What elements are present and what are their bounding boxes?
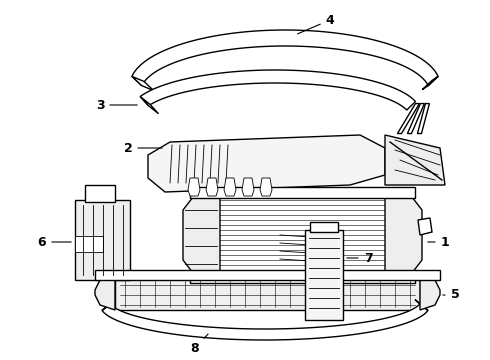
Polygon shape (417, 104, 429, 134)
Polygon shape (420, 275, 440, 310)
Polygon shape (418, 218, 432, 235)
Polygon shape (102, 300, 115, 310)
Polygon shape (75, 200, 130, 280)
Polygon shape (132, 30, 438, 86)
Text: 3: 3 (96, 99, 137, 112)
Polygon shape (95, 270, 440, 280)
Polygon shape (206, 178, 218, 196)
Text: 6: 6 (38, 235, 71, 248)
Polygon shape (115, 275, 420, 310)
Text: 2: 2 (123, 141, 162, 154)
Polygon shape (188, 178, 200, 196)
Polygon shape (190, 187, 415, 198)
Text: 1: 1 (428, 235, 449, 248)
Text: 4: 4 (297, 14, 334, 34)
Polygon shape (224, 178, 236, 196)
Polygon shape (310, 222, 338, 232)
Polygon shape (408, 104, 424, 134)
Polygon shape (183, 197, 220, 273)
Text: 7: 7 (347, 252, 372, 265)
Polygon shape (195, 195, 410, 275)
Polygon shape (260, 178, 272, 196)
Polygon shape (148, 135, 385, 192)
Polygon shape (305, 230, 343, 320)
Polygon shape (85, 185, 115, 202)
Polygon shape (132, 76, 154, 91)
Polygon shape (190, 272, 415, 283)
Polygon shape (140, 70, 416, 110)
Polygon shape (140, 96, 159, 114)
Polygon shape (422, 76, 438, 90)
Polygon shape (415, 300, 428, 310)
Polygon shape (102, 304, 428, 340)
Polygon shape (385, 135, 445, 185)
Polygon shape (385, 197, 422, 273)
Polygon shape (242, 178, 254, 196)
Text: 8: 8 (191, 334, 208, 355)
Polygon shape (397, 104, 419, 134)
Polygon shape (95, 275, 115, 310)
Polygon shape (75, 236, 102, 252)
Text: 5: 5 (443, 288, 460, 302)
